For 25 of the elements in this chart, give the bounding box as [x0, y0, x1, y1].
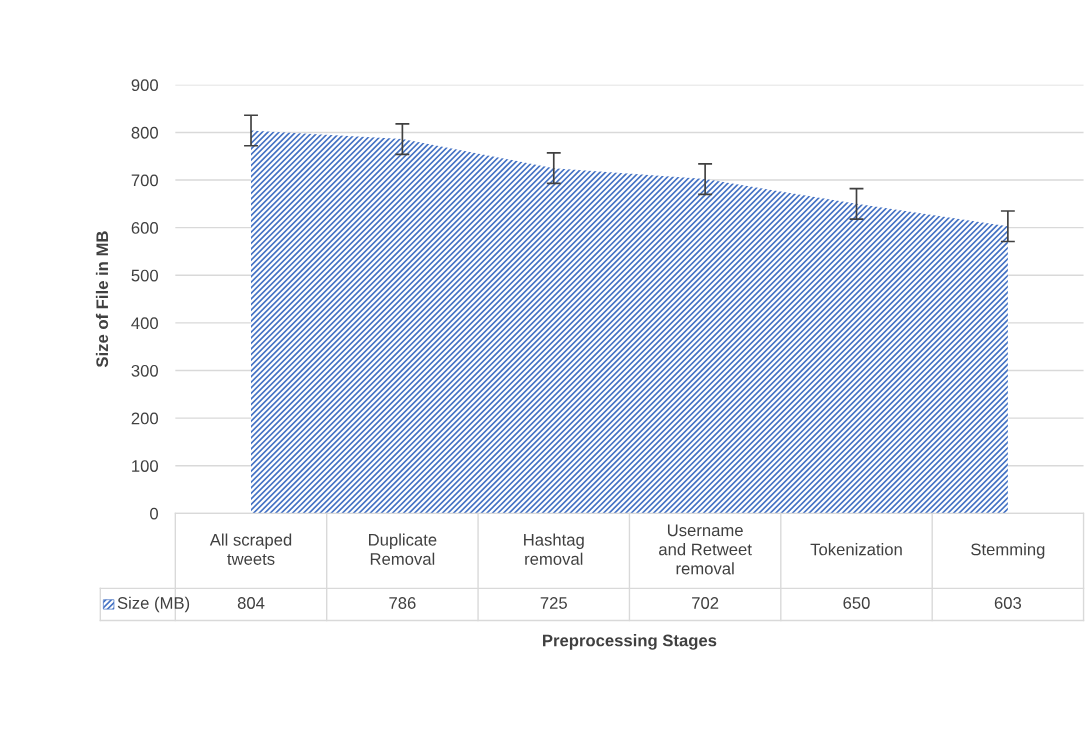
y-axis-title: Size of File in MB [95, 231, 109, 368]
data-label: 804 [237, 597, 265, 609]
x-tick-label: Tokenization [810, 543, 902, 556]
y-tick-label: 200 [131, 412, 159, 425]
y-tick-label: 700 [131, 174, 159, 187]
data-label: 702 [692, 597, 719, 609]
x-tick-label: Stemming [971, 543, 1045, 559]
data-label: 786 [389, 597, 416, 609]
y-tick-label: 0 [150, 507, 159, 520]
data-label: 650 [843, 597, 870, 609]
data-label: 603 [994, 597, 1022, 609]
x-axis-title: Preprocessing Stages [543, 634, 717, 650]
y-tick-label: 400 [131, 317, 159, 330]
legend-label: Size (MB) [117, 596, 190, 613]
x-tick-label: Hashtag removal [524, 533, 584, 565]
y-tick-label: 500 [131, 269, 159, 282]
y-tick-label: 600 [131, 222, 159, 234]
y-tick-label: 300 [131, 364, 159, 377]
data-label: 725 [540, 597, 567, 609]
x-tick-label: Username and Retweet removal [659, 524, 752, 575]
y-tick-label: 100 [132, 460, 159, 472]
x-tick-label: Duplicate Removal [369, 533, 437, 565]
y-tick-label: 800 [131, 126, 159, 139]
y-tick-label: 900 [131, 79, 159, 92]
x-tick-label: All scraped tweets [209, 533, 292, 565]
